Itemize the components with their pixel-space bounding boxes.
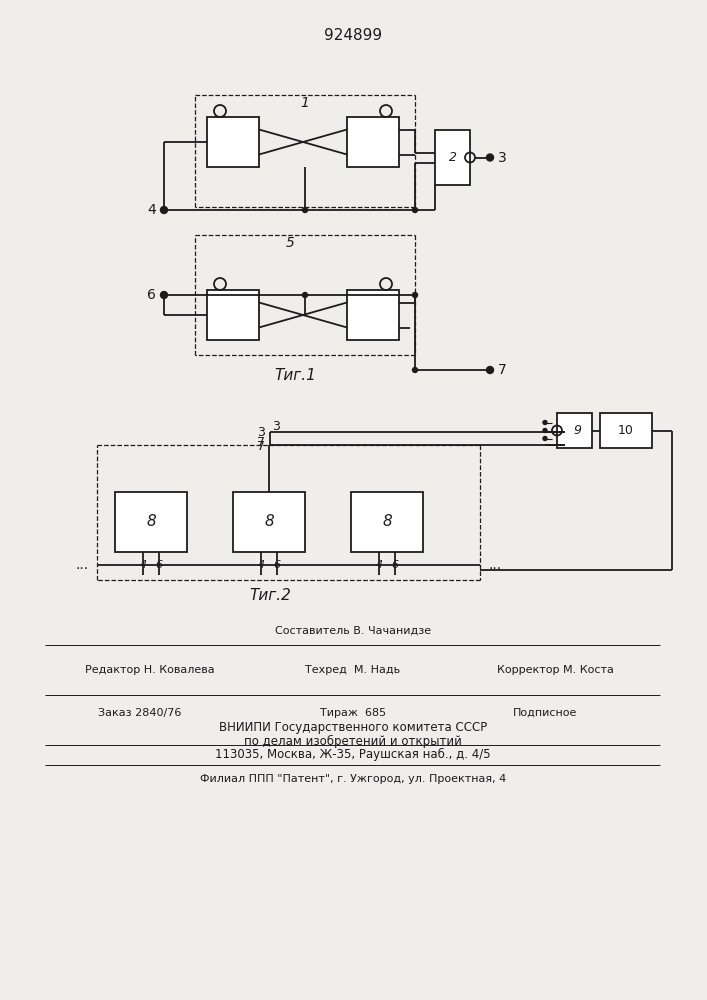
Text: 4: 4 bbox=[375, 560, 382, 570]
Text: 4: 4 bbox=[257, 560, 264, 570]
Bar bbox=[600, 413, 652, 448]
Text: Тираж  685: Тираж 685 bbox=[320, 708, 386, 718]
Text: 6: 6 bbox=[156, 560, 163, 570]
Bar bbox=[115, 492, 187, 552]
Circle shape bbox=[160, 292, 168, 298]
Text: Τиг.2: Τиг.2 bbox=[249, 587, 291, 602]
Text: Филиал ППП "Патент", г. Ужгород, ул. Проектная, 4: Филиал ППП "Патент", г. Ужгород, ул. Про… bbox=[200, 774, 506, 784]
Text: 3: 3 bbox=[498, 150, 507, 164]
Text: 2: 2 bbox=[448, 151, 457, 164]
Circle shape bbox=[543, 420, 547, 424]
Bar bbox=[557, 413, 592, 448]
Text: 6: 6 bbox=[147, 288, 156, 302]
Bar bbox=[233, 492, 305, 552]
Text: 6: 6 bbox=[274, 560, 281, 570]
Circle shape bbox=[160, 207, 168, 214]
Circle shape bbox=[303, 208, 308, 213]
Text: 7: 7 bbox=[257, 436, 265, 448]
Text: 3: 3 bbox=[257, 426, 265, 438]
Text: Составитель В. Чачанидзе: Составитель В. Чачанидзе bbox=[275, 626, 431, 636]
Circle shape bbox=[303, 292, 308, 298]
Circle shape bbox=[412, 292, 418, 298]
Text: 5: 5 bbox=[286, 236, 294, 250]
Text: Заказ 2840/76: Заказ 2840/76 bbox=[98, 708, 182, 718]
Text: 10: 10 bbox=[618, 424, 634, 437]
Text: по делам изобретений и открытий: по делам изобретений и открытий bbox=[244, 734, 462, 748]
Text: 113035, Москва, Ж-35, Раушская наб., д. 4/5: 113035, Москва, Ж-35, Раушская наб., д. … bbox=[215, 747, 491, 761]
Bar bbox=[435, 130, 470, 185]
Bar bbox=[351, 492, 423, 552]
Circle shape bbox=[486, 366, 493, 373]
Text: ...: ... bbox=[76, 558, 89, 572]
Text: ВНИИПИ Государственного комитета СССР: ВНИИПИ Государственного комитета СССР bbox=[219, 722, 487, 734]
Circle shape bbox=[486, 154, 493, 161]
Bar bbox=[347, 117, 399, 167]
Text: 4: 4 bbox=[147, 203, 156, 217]
Text: 4: 4 bbox=[139, 560, 146, 570]
Text: Техред  М. Надь: Техред М. Надь bbox=[305, 665, 401, 675]
Text: 9: 9 bbox=[573, 424, 581, 437]
Text: 8: 8 bbox=[264, 514, 274, 530]
Text: 924899: 924899 bbox=[324, 27, 382, 42]
Text: 3: 3 bbox=[272, 420, 280, 432]
Text: ...: ... bbox=[488, 558, 501, 572]
Text: Подписное: Подписное bbox=[513, 708, 577, 718]
Text: 7: 7 bbox=[257, 440, 265, 452]
Text: Редактор Н. Ковалева: Редактор Н. Ковалева bbox=[85, 665, 215, 675]
Text: Τиг.1: Τиг.1 bbox=[274, 367, 316, 382]
Text: Корректор М. Коста: Корректор М. Коста bbox=[496, 665, 614, 675]
Bar bbox=[207, 117, 259, 167]
Circle shape bbox=[543, 436, 547, 440]
Text: 6: 6 bbox=[392, 560, 399, 570]
Circle shape bbox=[412, 367, 418, 372]
Circle shape bbox=[412, 208, 418, 213]
Text: 8: 8 bbox=[382, 514, 392, 530]
Bar bbox=[207, 290, 259, 340]
Text: 8: 8 bbox=[146, 514, 156, 530]
Circle shape bbox=[543, 428, 547, 432]
Bar bbox=[347, 290, 399, 340]
Text: 1: 1 bbox=[300, 96, 310, 110]
Text: 7: 7 bbox=[498, 363, 507, 377]
